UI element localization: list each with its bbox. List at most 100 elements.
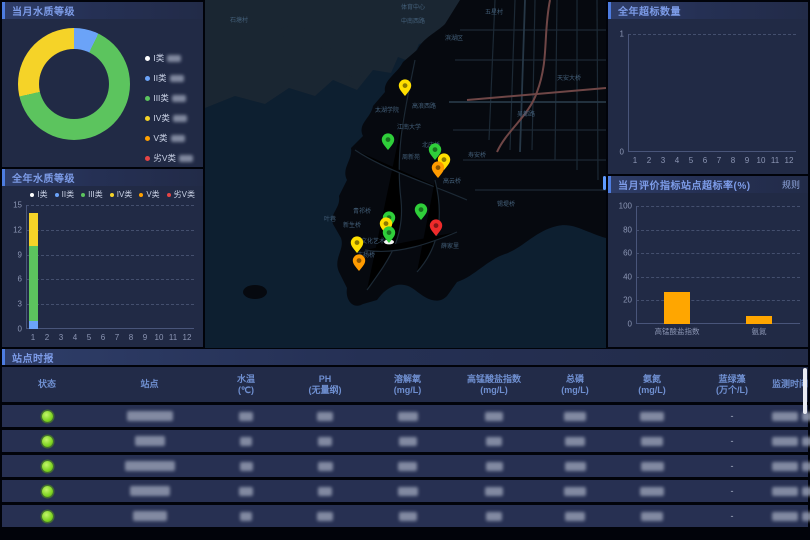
column-header-line1: 蓝绿藻: [718, 373, 746, 384]
legend-item: I类: [145, 52, 193, 64]
map-scroll-nub[interactable]: [603, 176, 606, 190]
yellow-pin[interactable]: [350, 236, 364, 253]
redacted-value: [317, 511, 333, 521]
map[interactable]: 石塘村体育中心中南西路滨湖区五星村高浪西路江南大学太湖学院北庄桥吴都路天安大桥寿…: [205, 0, 606, 348]
gridline: [636, 229, 800, 231]
stacked-bar-segment[interactable]: [28, 246, 38, 321]
redacted-value: [772, 436, 798, 446]
value-cell: [538, 486, 612, 496]
legend-label: IV类: [116, 190, 133, 199]
redacted-value: [640, 486, 664, 496]
legend-label: IV类: [153, 113, 170, 123]
green-pin[interactable]: [382, 226, 396, 245]
x-axis-tick: 4: [674, 156, 680, 165]
status-cell: [2, 485, 92, 497]
value-cell: [612, 411, 692, 421]
table-row[interactable]: -: [2, 505, 810, 527]
pin-hole: [432, 147, 438, 152]
value-cell: [450, 411, 538, 421]
map-place-label: 五星村: [485, 8, 503, 16]
stacked-bar-chart[interactable]: 0 3 6 9 12 15 1 2 3 4 5 6 7 8 9 10 11 12: [13, 201, 194, 342]
redacted-value: [802, 486, 810, 496]
redacted-value: [317, 461, 333, 471]
rules-link[interactable]: 规则: [781, 180, 800, 190]
value-cell: [365, 411, 450, 421]
redacted-value: [640, 411, 664, 421]
stacked-bar-segment[interactable]: [28, 320, 38, 329]
legend-dot: [139, 192, 144, 197]
map-place-label: 古杨桥: [357, 251, 375, 259]
legend-label: 劣V类: [173, 190, 195, 199]
y-axis-tick: 12: [13, 225, 22, 235]
value-cell: [365, 511, 450, 521]
x-axis-tick: 5: [688, 156, 694, 165]
map-place-label: 石塘村: [230, 16, 248, 24]
legend-item: I类: [30, 189, 48, 200]
panel-header: 全年水质等级: [2, 169, 203, 186]
pin-body: [431, 161, 445, 178]
redacted-value: [486, 511, 502, 521]
column-header-line1: 氨氮: [642, 373, 661, 384]
value-cell: [538, 436, 612, 446]
legend-item: IV类: [145, 112, 193, 124]
gridline: [636, 300, 800, 302]
legend-item: V类: [145, 132, 193, 144]
rate-bar[interactable]: [664, 292, 690, 324]
y-axis-tick: 60: [623, 248, 632, 258]
table-row[interactable]: -: [2, 430, 810, 452]
donut-chart[interactable]: [18, 28, 130, 140]
x-axis-tick: 氨氮: [751, 327, 767, 336]
green-pin[interactable]: [381, 133, 395, 150]
orange-pin[interactable]: [431, 161, 445, 178]
rate-bar[interactable]: [746, 315, 772, 324]
time-cell: [772, 411, 810, 421]
station-table-panel: 站点时报 状态 站点 水温 (℃) PH (无量纲) 溶解氧 (mg/L) 高锰酸盐指数 (mg/…: [2, 349, 810, 538]
exceed-line-chart[interactable]: 0 1 1 2 3 4 5 6 7 8 9 10 11 12: [620, 30, 796, 165]
redacted-value: [129, 486, 170, 496]
stacked-bar-segment[interactable]: [28, 213, 38, 247]
x-axis-line: [636, 323, 800, 324]
x-axis-tick: 1: [30, 333, 36, 342]
redacted-value: [640, 461, 664, 471]
redacted-value: [565, 511, 585, 521]
table-row[interactable]: -: [2, 480, 810, 502]
value-cell: [450, 461, 538, 471]
algae-dash: -: [730, 461, 734, 471]
redacted-value: [239, 461, 253, 471]
rate-bar-chart[interactable]: 0 20 40 60 80 100 高锰酸盐指数 氨氮: [619, 202, 800, 336]
pin-hole: [356, 258, 362, 263]
value-cell: [538, 411, 612, 421]
green-pin[interactable]: [414, 203, 428, 220]
legend-dot: [54, 192, 59, 197]
column-header-line2: (℃): [237, 384, 255, 395]
gridline: [26, 279, 194, 281]
pin-body: [398, 79, 412, 96]
table-row[interactable]: -: [2, 455, 810, 477]
redacted-value: [317, 411, 333, 421]
column-header-line1: PH: [318, 373, 332, 384]
time-cell: [772, 461, 810, 471]
red-pin[interactable]: [429, 219, 443, 236]
gridline: [636, 206, 800, 207]
x-axis-tick: 8: [730, 156, 736, 165]
legend-item: IV类: [109, 189, 133, 200]
redacted-value: [124, 461, 175, 471]
gridline: [26, 304, 194, 306]
map-place-label: 体育中心: [401, 3, 425, 11]
legend-dot: [109, 192, 114, 197]
table-row[interactable]: -: [2, 405, 810, 427]
green-pin[interactable]: [428, 143, 442, 160]
column-header: 总磷 (mg/L): [538, 367, 612, 402]
panel-month-rate: 当月评价指标站点超标率(%) 规则 0 20 40 60 80 100 高锰酸盐指数 氨氮: [608, 176, 808, 347]
x-axis-line: [628, 151, 796, 152]
map-place-label: 滨湖区: [445, 34, 463, 42]
pin-hole: [433, 223, 439, 228]
yellow-pin[interactable]: [398, 79, 412, 96]
table-scrollbar[interactable]: [803, 368, 807, 414]
orange-pin[interactable]: [352, 254, 366, 271]
x-axis-tick: 1: [632, 156, 638, 165]
x-axis-tick: 9: [744, 156, 750, 165]
status-cell: [2, 460, 92, 472]
legend-label: I类: [153, 53, 165, 63]
legend-dot: [81, 192, 86, 197]
